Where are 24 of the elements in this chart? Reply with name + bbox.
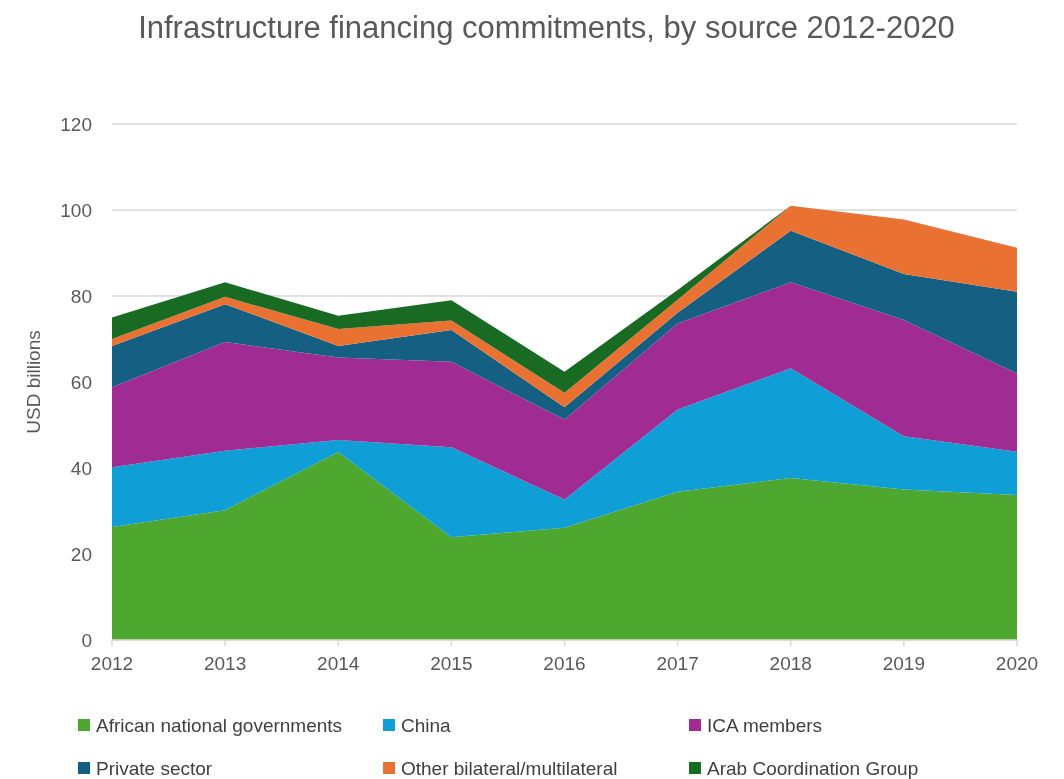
y-axis-title: USD billions xyxy=(23,330,44,434)
x-tick-label: 2020 xyxy=(995,653,1039,674)
x-tick-label: 2016 xyxy=(543,653,586,674)
y-tick-label: 40 xyxy=(70,458,92,479)
legend-label: Arab Coordination Group xyxy=(707,758,919,779)
y-tick-label: 20 xyxy=(70,544,92,565)
y-tick-label: 80 xyxy=(70,286,92,307)
y-tick-label: 120 xyxy=(60,114,92,135)
legend-label: ICA members xyxy=(707,715,823,736)
legend-label: African national governments xyxy=(96,715,343,736)
legend-label: Other bilateral/multilateral xyxy=(401,758,618,779)
x-tick-label: 2012 xyxy=(90,653,134,674)
x-tick-label: 2017 xyxy=(656,653,699,674)
chart-title: Infrastructure financing commitments, by source 2012-2020 xyxy=(138,10,955,45)
x-tick-label: 2019 xyxy=(882,653,926,674)
x-tick-label: 2015 xyxy=(430,653,473,674)
x-tick-label: 2018 xyxy=(769,653,812,674)
x-tick-label: 2014 xyxy=(317,653,360,674)
legend-label: Private sector xyxy=(96,758,213,779)
y-tick-label: 0 xyxy=(81,630,92,651)
x-tick-label: 2013 xyxy=(203,653,247,674)
y-tick-label: 100 xyxy=(60,200,92,221)
y-tick-label: 60 xyxy=(70,372,92,393)
legend-label: China xyxy=(401,715,452,736)
